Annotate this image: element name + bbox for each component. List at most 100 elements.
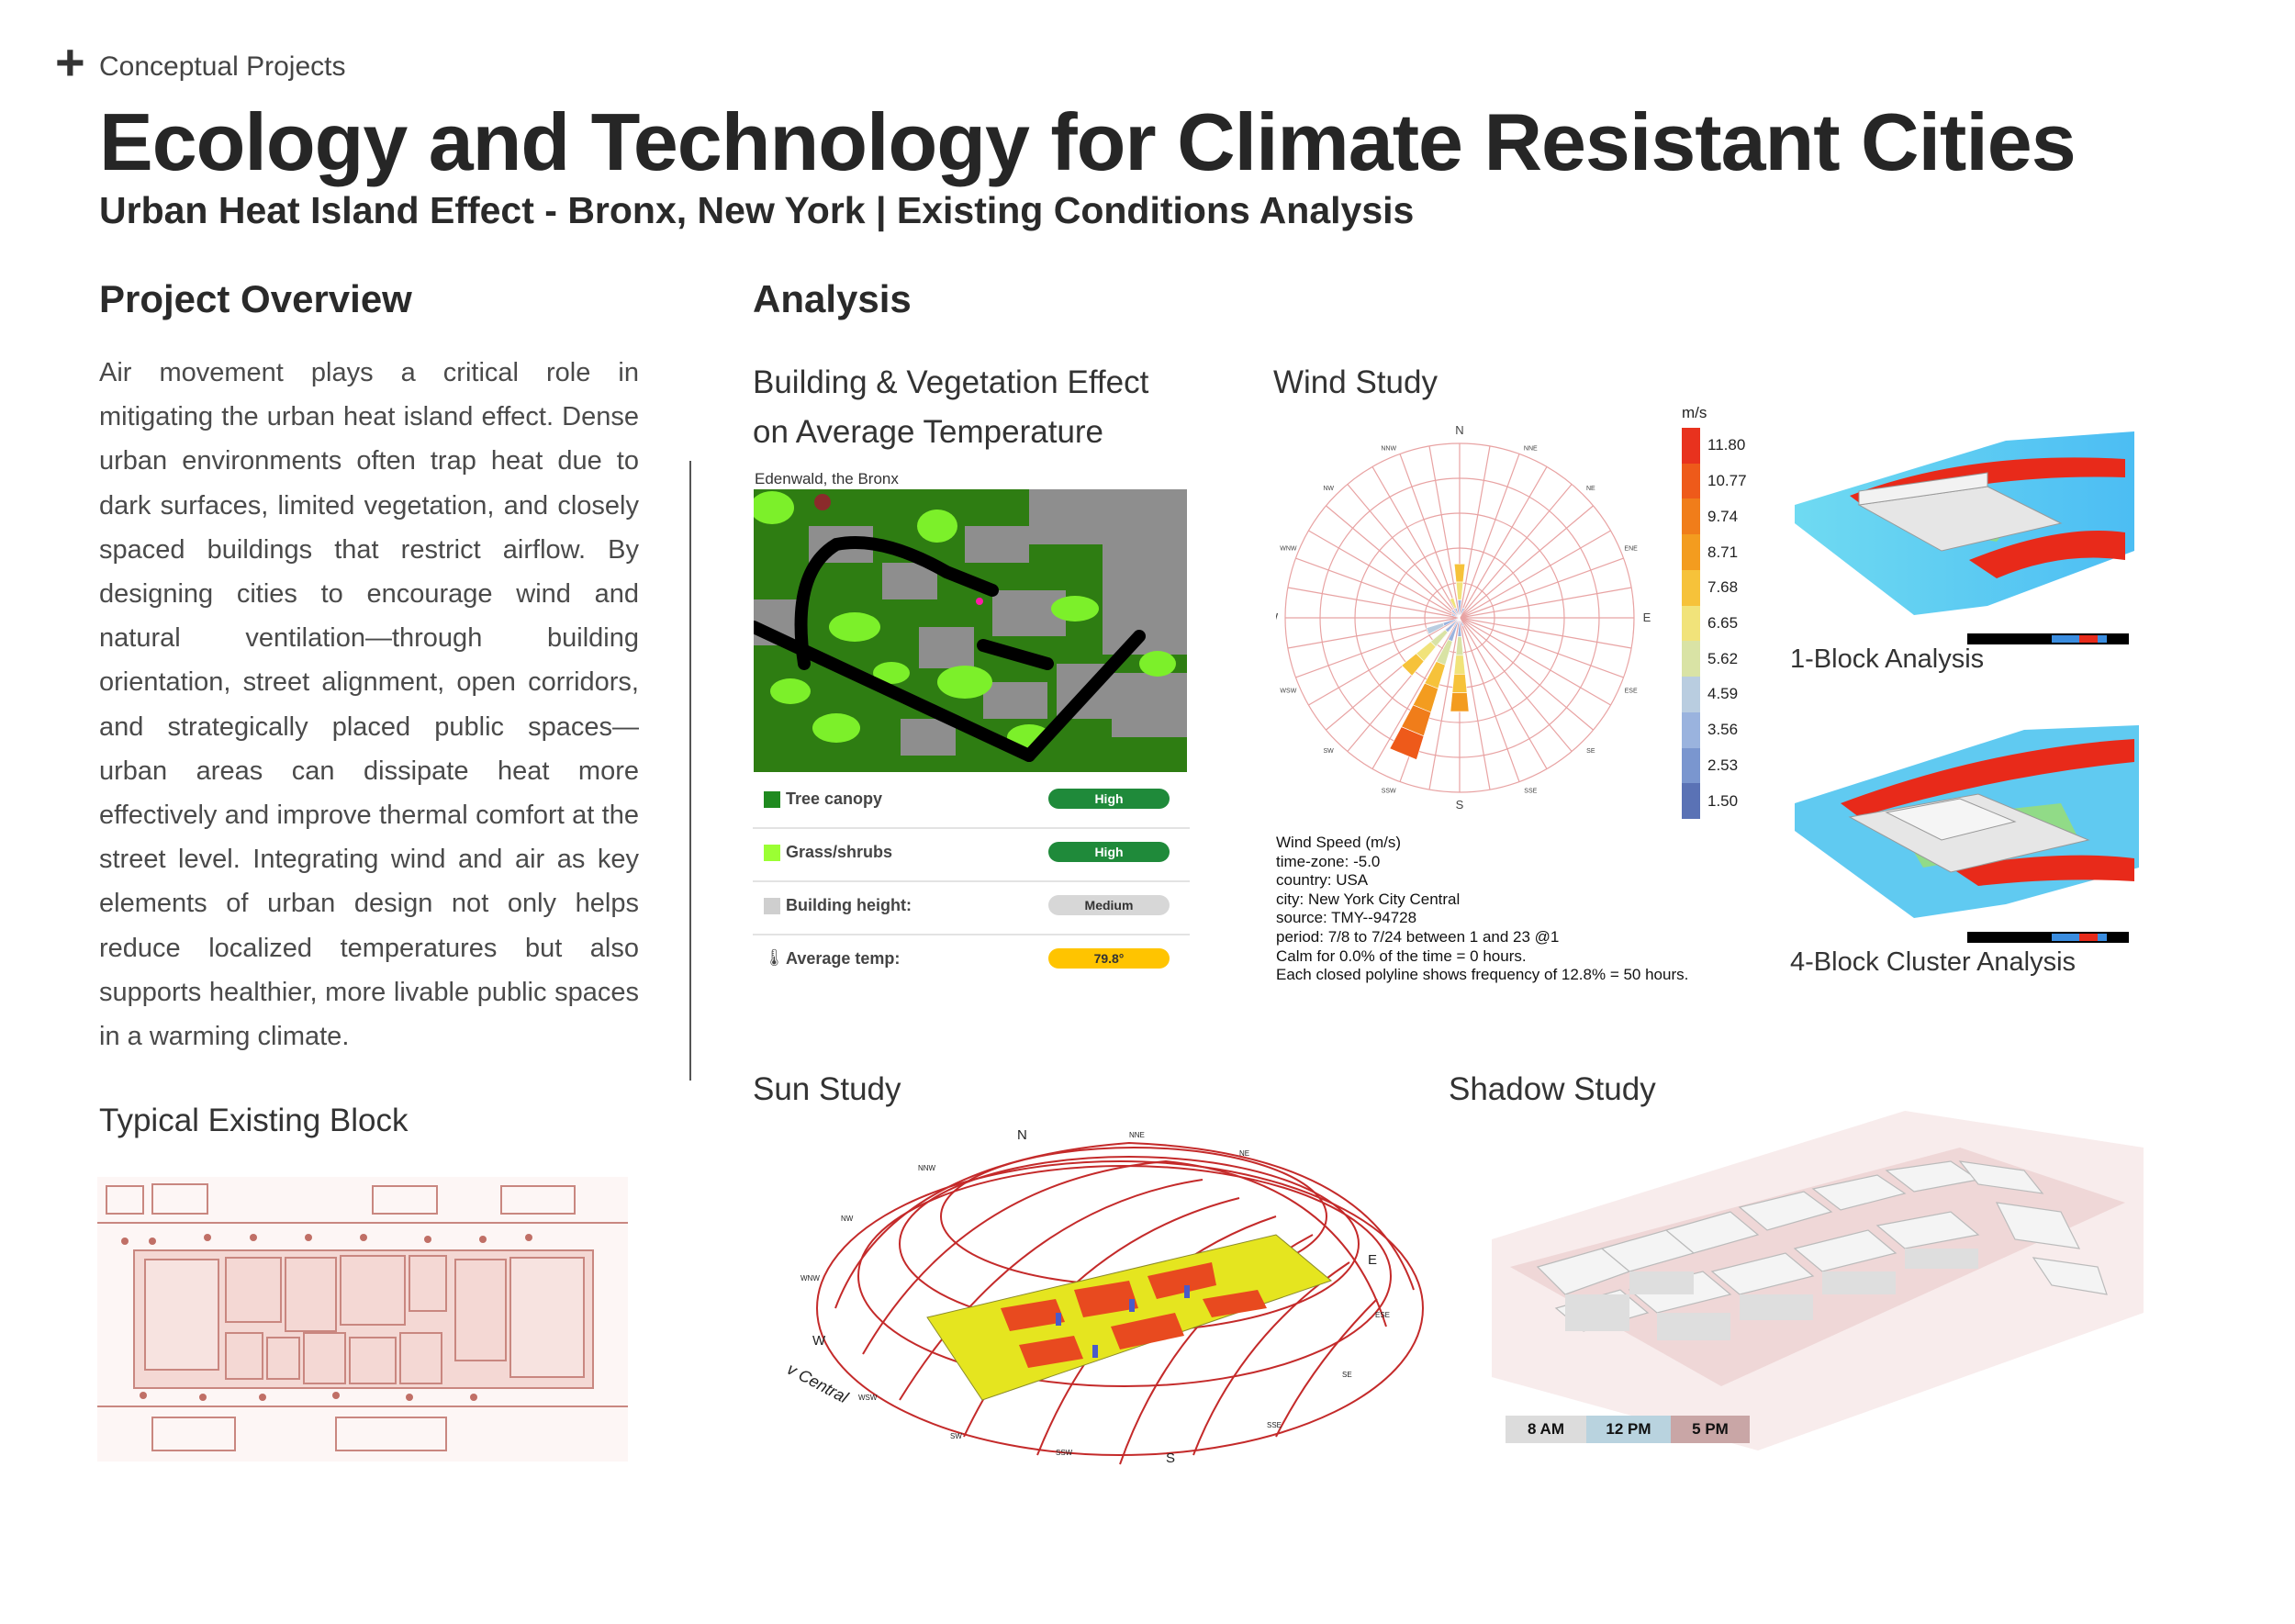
analysis-heading: Analysis [753, 277, 912, 320]
page-title: Ecology and Technology for Climate Resis… [99, 96, 2077, 187]
wind-direction-label: SSE [1524, 789, 1537, 795]
typical-block-plan [97, 1177, 628, 1462]
wind-rose-segment [1426, 622, 1445, 635]
wind-direction-label: ESE [1625, 688, 1638, 694]
wind-rose-segment [1453, 655, 1466, 675]
legend-row: Building height: Medium [753, 880, 1190, 935]
scale-label: 4.59 [1707, 685, 1739, 703]
wind-direction-label: SW [1324, 748, 1335, 755]
meta-line: period: 7/8 to 7/24 between 1 and 23 @1 [1276, 927, 1560, 946]
rose-spoke [1428, 617, 1461, 790]
scale-label: 3.56 [1707, 721, 1739, 739]
scale-swatch [1682, 428, 1700, 464]
wind-direction-label: NNW [1381, 445, 1396, 452]
rose-spoke [1459, 617, 1611, 706]
rose-spoke [1459, 617, 1491, 790]
rose-spoke [1459, 454, 1520, 619]
scale-label: 8.71 [1707, 543, 1739, 561]
legend-label: Building height: [786, 896, 912, 914]
rose-spoke [1326, 505, 1461, 619]
sun-path-diagram: N NNE NE E ESE SE SSE S SSW SW WSW W WNW… [784, 1127, 1424, 1466]
map-caption: Edenwald, the Bronx [755, 470, 899, 487]
time-chip-5pm: 5 PM [1671, 1416, 1750, 1443]
wind-rose-segment [1450, 692, 1470, 712]
wind-metadata: Wind Speed (m/s) time-zone: -5.0 country… [1276, 834, 1688, 985]
wind-rose-segment [1455, 581, 1464, 600]
vegetation-map [754, 489, 1187, 772]
scale-swatch [1682, 569, 1700, 606]
scale-swatch [1682, 534, 1700, 570]
meta-line: Wind Speed (m/s) [1276, 834, 1402, 851]
sun-direction-label: E [1368, 1252, 1377, 1268]
wind-speed-scale: 11.80 10.77 9.74 8.71 7.68 6.65 5.62 4.59 3.56 2.… [1682, 428, 1792, 819]
tree-swatch [764, 791, 780, 808]
scale-label: 10.77 [1707, 472, 1747, 490]
legend-row: Tree canopy High [753, 774, 1190, 829]
legend-value: High [1048, 842, 1170, 862]
rose-spoke [1459, 617, 1594, 731]
shadow-study-render [1492, 1111, 2144, 1450]
legend-label: Average temp: [786, 949, 901, 968]
scale-swatch [1682, 711, 1700, 748]
scale-label: 2.53 [1707, 756, 1739, 774]
rose-spoke [1428, 445, 1461, 619]
wind-direction-label: WNW [1280, 546, 1297, 553]
scale-label: 9.74 [1707, 507, 1739, 525]
sun-direction-label: NNE [1129, 1131, 1145, 1139]
plus-icon[interactable]: + [55, 33, 85, 91]
rose-spoke [1371, 617, 1461, 769]
sun-direction-label: N [1017, 1127, 1027, 1143]
four-block-cfd-render [1795, 725, 2139, 943]
typical-block-heading: Typical Existing Block [99, 1103, 409, 1138]
wind-rose-segment [1455, 636, 1464, 656]
scale-swatch [1682, 463, 1700, 499]
shadow-title: Shadow Study [1449, 1071, 1656, 1107]
rose-spoke [1308, 530, 1461, 619]
wind-rose-segment [1459, 617, 1464, 627]
sun-direction-label: NW [841, 1215, 854, 1223]
one-block-label: 1-Block Analysis [1790, 644, 1985, 674]
thermometer-icon: 🌡 [764, 948, 785, 967]
wind-direction-label: W [1276, 610, 1279, 624]
scale-swatch [1682, 605, 1700, 642]
scale-swatch [1682, 677, 1700, 712]
legend-row: 🌡 Average temp: 79.8° [753, 934, 1190, 987]
sun-direction-label: ESE [1375, 1311, 1390, 1319]
vegetation-title-line1: Building & Vegetation Effect [753, 364, 1149, 400]
rose-spoke [1459, 617, 1632, 649]
time-chip-8am: 8 AM [1506, 1416, 1586, 1443]
sun-direction-label: WSW [858, 1394, 878, 1402]
sun-direction-label: WNW [800, 1274, 820, 1282]
legend-label: Tree canopy [786, 790, 883, 808]
wind-rose-segment [1450, 613, 1461, 619]
scale-swatch [1682, 641, 1700, 678]
wind-title: Wind Study [1273, 364, 1438, 400]
scale-label: 7.68 [1707, 578, 1739, 597]
rose-spoke [1399, 454, 1461, 619]
legend-value: 79.8° [1048, 948, 1170, 969]
overview-body: Air movement plays a critical role in mi… [99, 358, 639, 1052]
sun-direction-label: S [1166, 1450, 1175, 1466]
section-kicker[interactable]: Conceptual Projects [99, 51, 346, 82]
scale-swatch [1682, 498, 1700, 535]
wind-direction-label: NW [1323, 486, 1334, 492]
sun-direction-label: SSW [1056, 1449, 1073, 1457]
wind-direction-label: SE [1586, 748, 1595, 755]
rose-spoke [1295, 557, 1461, 619]
rose-spoke [1459, 617, 1624, 678]
wind-rose-segment [1451, 673, 1468, 693]
wind-rose-segment [1459, 607, 1465, 619]
building-swatch [764, 898, 780, 914]
wind-direction-label: N [1455, 423, 1463, 437]
sun-direction-label: SW [950, 1432, 962, 1440]
wind-rose: N NNE NE ENE E ESE SE SSE S SSW SW WSW W WNW NW NNW [1276, 423, 1651, 812]
rose-spoke [1287, 617, 1461, 649]
page-subtitle: Urban Heat Island Effect - Bronx, New Yo… [99, 189, 1415, 231]
scale-label: 11.80 [1707, 436, 1746, 454]
rose-spoke [1459, 530, 1611, 619]
sun-direction-label: W [812, 1333, 826, 1349]
rose-spoke [1287, 587, 1461, 619]
vegetation-title-line2: on Average Temperature [753, 414, 1104, 450]
sun-direction-label: SE [1342, 1371, 1352, 1379]
meta-line: country: USA [1276, 871, 1369, 890]
